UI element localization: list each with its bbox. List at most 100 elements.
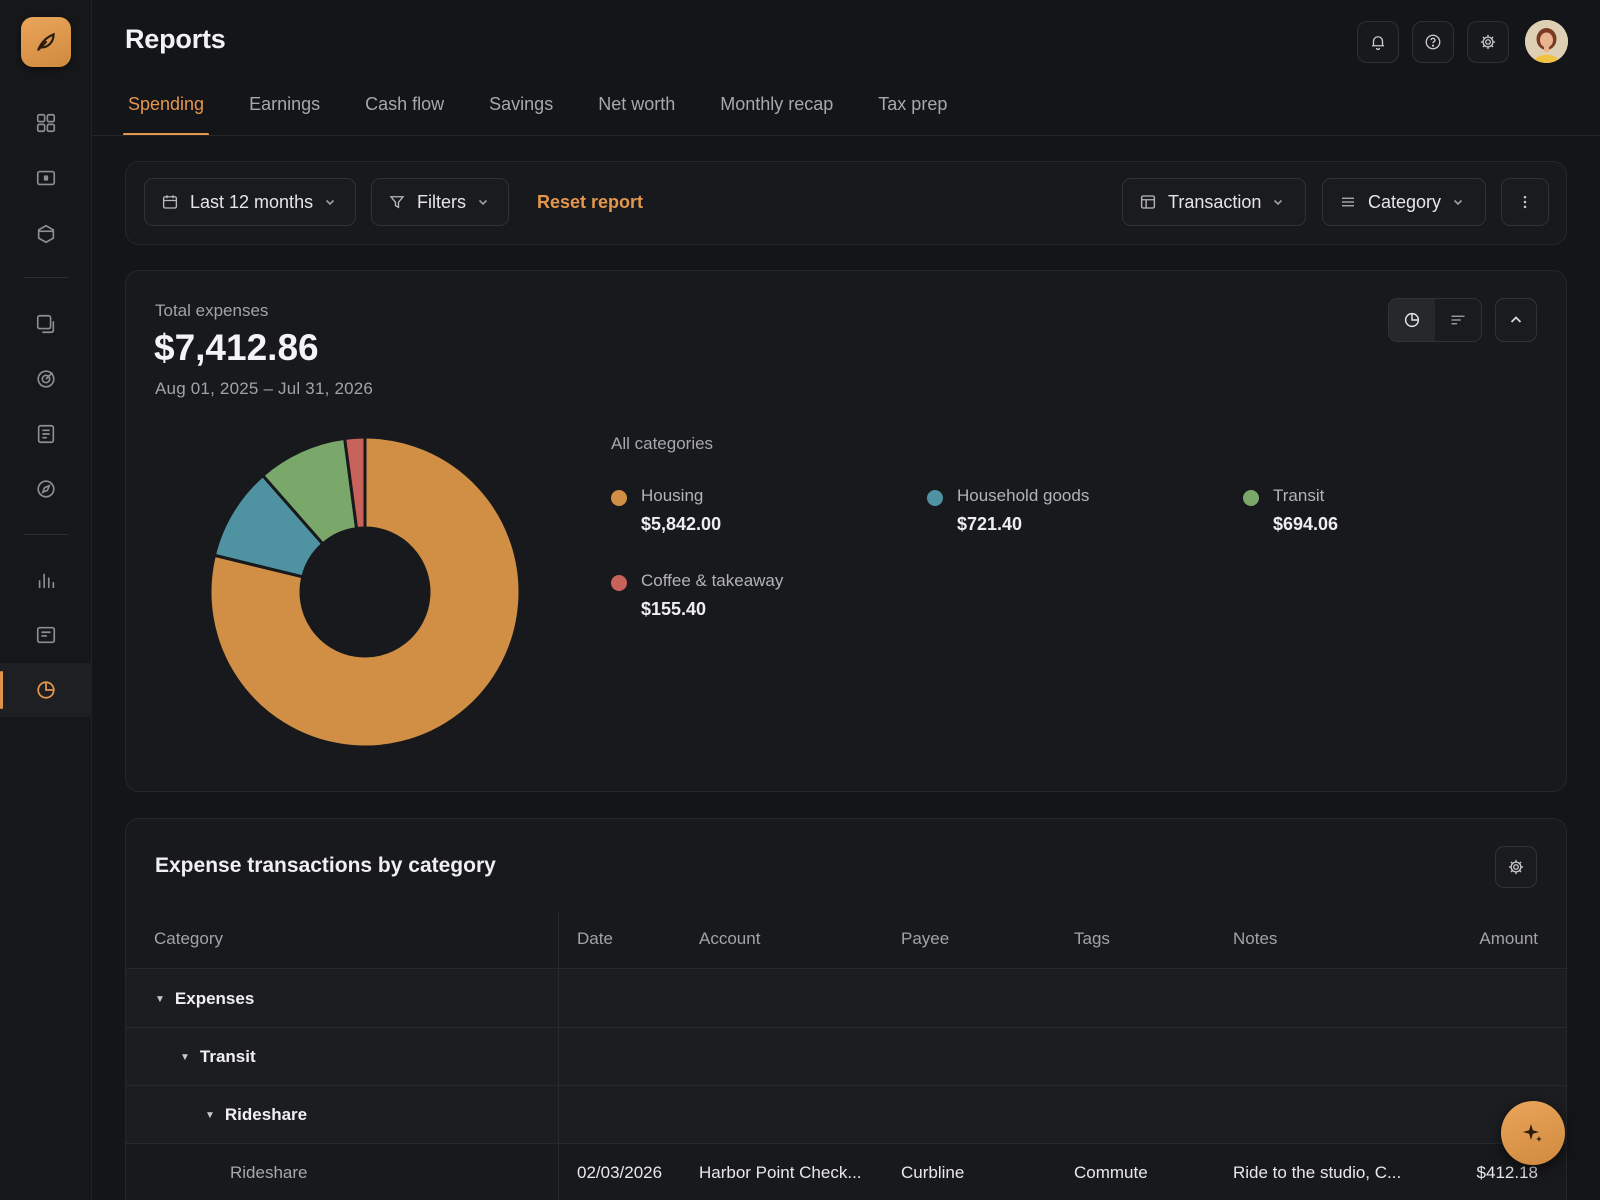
reset-report-link[interactable]: Reset report	[537, 192, 644, 212]
column-header-account[interactable]: Account	[699, 929, 761, 948]
box-icon	[37, 224, 55, 244]
help-icon	[1425, 34, 1441, 50]
spending-summary-card: Total expenses $7,412.86 Aug 01, 2025 – …	[125, 270, 1567, 792]
sidebar-item-reports[interactable]	[0, 663, 92, 717]
sidebar-item-dashboard[interactable]	[0, 96, 92, 150]
legend-label: Household goods	[957, 486, 1090, 505]
avatar-image	[1525, 20, 1568, 63]
target-icon	[37, 370, 55, 388]
tab-monthly-recap[interactable]: Monthly recap	[720, 94, 834, 114]
list-icon	[1342, 197, 1354, 207]
pie-chart-icon	[37, 681, 55, 699]
more-options-button[interactable]	[1501, 178, 1549, 226]
sidebar-item-budget[interactable]	[0, 407, 92, 461]
app-logo[interactable]	[21, 17, 71, 67]
collapse-button[interactable]	[1495, 298, 1537, 342]
filters-label: Filters	[417, 191, 466, 212]
sidebar-item-assets[interactable]	[0, 207, 92, 261]
bar-chart-icon	[38, 573, 55, 589]
caret-down-icon[interactable]: ▼	[180, 1051, 190, 1063]
summary-date-range: Aug 01, 2025 – Jul 31, 2026	[155, 379, 374, 398]
spending-donut-chart	[208, 435, 522, 749]
cell-date: 02/03/2026	[577, 1163, 663, 1182]
legend-color-dot	[611, 490, 627, 506]
expense-table-card: Expense transactions by category Categor…	[125, 818, 1567, 1200]
group-by-dropdown[interactable]: Category	[1322, 178, 1486, 226]
column-header-payee[interactable]: Payee	[901, 929, 950, 948]
view-type-label: Transaction	[1168, 191, 1262, 212]
donut-slice-housing[interactable]	[208, 435, 522, 749]
legend-label: Housing	[641, 486, 704, 505]
ledger-icon	[37, 424, 55, 444]
column-divider	[558, 911, 559, 1200]
report-tabs: Spending Earnings Cash flow Savings Net …	[123, 86, 987, 136]
sidebar	[0, 0, 92, 1200]
group-name: Rideshare	[224, 1105, 308, 1124]
sidebar-divider	[24, 277, 68, 278]
column-header-amount[interactable]: Amount	[1479, 929, 1538, 948]
settings-button[interactable]	[1467, 21, 1509, 63]
tab-net-worth[interactable]: Net worth	[598, 94, 676, 114]
caret-down-icon[interactable]: ▼	[205, 1109, 215, 1121]
group-name: Transit	[199, 1047, 256, 1066]
date-range-dropdown[interactable]: Last 12 months	[144, 178, 356, 226]
sidebar-item-transactions[interactable]	[0, 297, 92, 351]
chart-type-toggle	[1388, 298, 1482, 342]
group-row-rideshare[interactable]: ▼ Rideshare	[126, 1086, 1566, 1144]
tab-spending[interactable]: Spending	[123, 86, 210, 136]
statement-icon	[36, 626, 56, 644]
chevron-down-icon	[1274, 199, 1283, 206]
column-header-tags[interactable]: Tags	[1074, 929, 1110, 948]
bar-view-button[interactable]	[1435, 299, 1481, 341]
table-row[interactable]: Rideshare 02/03/2026 Harbor Point Check.…	[126, 1144, 1566, 1200]
legend-label: Transit	[1273, 486, 1325, 505]
bell-icon	[1372, 36, 1384, 51]
more-vertical-icon	[1523, 195, 1527, 209]
tab-savings[interactable]: Savings	[489, 94, 554, 114]
pie-view-button[interactable]	[1389, 299, 1435, 341]
page-title: Reports	[125, 24, 226, 54]
assistant-fab-button[interactable]	[1501, 1101, 1565, 1165]
table-settings-button[interactable]	[1495, 846, 1537, 888]
group-row-transit[interactable]: ▼ Transit	[126, 1028, 1566, 1086]
donut-slice-coffee-takeaway[interactable]	[342, 435, 367, 531]
cell-tags: Commute	[1074, 1163, 1148, 1182]
pie-chart-icon	[1404, 312, 1420, 328]
legend-value: $694.06	[1273, 514, 1339, 534]
cell-amount: $412.18	[1476, 1163, 1538, 1182]
filters-dropdown[interactable]: Filters	[371, 178, 509, 226]
copy-icon	[36, 314, 55, 334]
gear-icon	[1480, 34, 1496, 50]
sidebar-item-explore[interactable]	[0, 462, 92, 516]
filter-icon	[389, 196, 405, 209]
cell-payee: Curbline	[901, 1163, 965, 1182]
column-header-date[interactable]: Date	[577, 929, 613, 948]
group-row-expenses[interactable]: ▼ Expenses	[126, 970, 1566, 1028]
sparkle-icon	[1523, 1124, 1542, 1142]
view-type-dropdown[interactable]: Transaction	[1122, 178, 1306, 226]
help-button[interactable]	[1412, 21, 1454, 63]
legend-label: Coffee & takeaway	[641, 571, 784, 590]
sidebar-item-goals[interactable]	[0, 352, 92, 406]
sidebar-item-accounts[interactable]	[0, 151, 92, 205]
column-header-notes[interactable]: Notes	[1233, 929, 1278, 948]
sidebar-item-analytics[interactable]	[0, 553, 92, 607]
dashboard-icon	[36, 113, 56, 133]
cell-notes: Ride to the studio, C...	[1233, 1163, 1402, 1182]
tab-cash-flow[interactable]: Cash flow	[365, 94, 445, 114]
sidebar-item-statements[interactable]	[0, 608, 92, 662]
cell-category: Rideshare	[230, 1163, 308, 1182]
group-label: ▼ Transit	[180, 1047, 256, 1067]
tab-earnings[interactable]: Earnings	[249, 94, 321, 114]
tab-tax-prep[interactable]: Tax prep	[878, 94, 948, 114]
tabs-divider	[92, 135, 1600, 136]
legend-color-dot	[611, 575, 627, 591]
user-avatar[interactable]	[1525, 20, 1568, 63]
legend-color-dot	[927, 490, 943, 506]
legend-value: $155.40	[641, 599, 707, 619]
column-header-category[interactable]: Category	[154, 929, 223, 948]
legend-color-dot	[1243, 490, 1259, 506]
caret-down-icon[interactable]: ▼	[155, 993, 165, 1005]
notifications-button[interactable]	[1357, 21, 1399, 63]
